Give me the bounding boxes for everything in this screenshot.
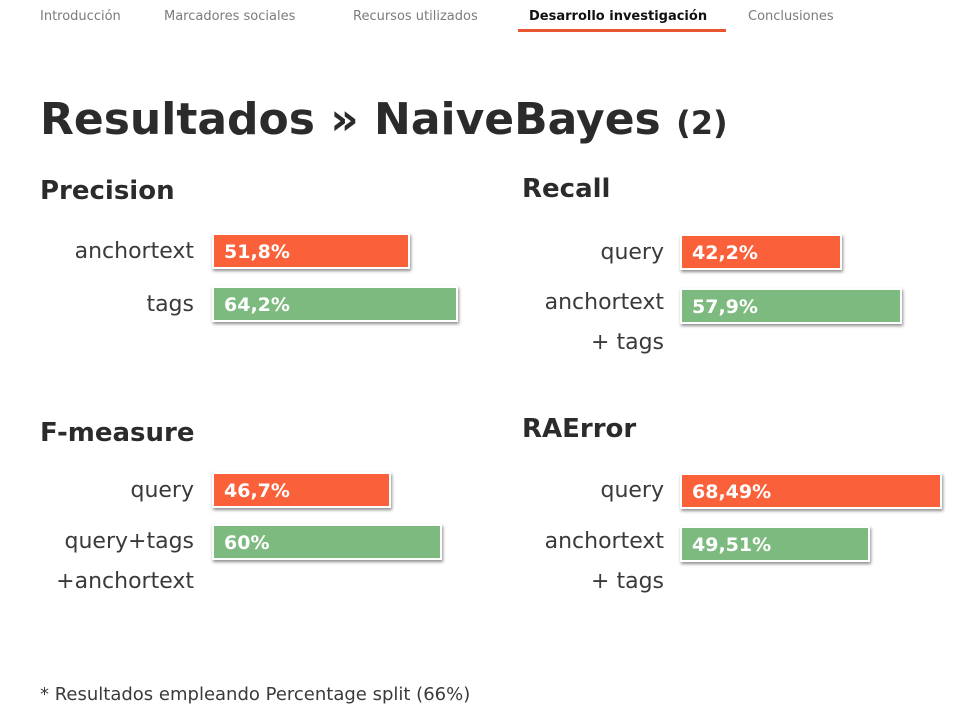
bar-value-label: 42,2% [692,242,758,264]
bar-raerror-anchortext-tags: 49,51% [680,526,870,562]
slide-title-suffix: (2) [676,104,728,142]
section-title-f-measure: F-measure [40,418,195,448]
nav-item-recursos-utilizados[interactable]: Recursos utilizados [353,9,478,24]
row-label: query [600,478,664,503]
bar-recall-anchortext-tags: 57,9% [680,288,902,324]
bar-precision-tags: 64,2% [212,286,458,322]
nav-item-introduccion[interactable]: Introducción [40,9,121,24]
bar-value-label: 68,49% [692,481,772,503]
bar-value-label: 46,7% [224,480,290,502]
row-label: anchortext + tags [544,529,664,594]
slide-title-text: Resultados » NaiveBayes [40,94,661,145]
row-label: query [600,240,664,265]
row-label: anchortext + tags [544,290,664,355]
nav-item-desarrollo-investigacion[interactable]: Desarrollo investigación [529,9,708,24]
nav-item-marcadores-sociales[interactable]: Marcadores sociales [164,9,296,24]
row-label: anchortext [74,239,194,264]
top-navigation: Introducción Marcadores sociales Recurso… [0,0,960,34]
row-label: tags [146,292,194,317]
bar-precision-anchortext: 51,8% [212,233,410,269]
bar-value-label: 49,51% [692,534,772,556]
bar-value-label: 57,9% [692,296,758,318]
bar-value-label: 64,2% [224,294,290,316]
slide-title: Resultados » NaiveBayes (2) [40,94,728,145]
footnote: * Resultados empleando Percentage split … [40,684,471,705]
bar-raerror-query: 68,49% [680,473,942,509]
section-title-recall: Recall [522,174,611,204]
nav-item-conclusiones[interactable]: Conclusiones [748,9,834,24]
section-title-raerror: RAError [522,414,637,444]
bar-value-label: 60% [224,532,270,554]
bar-value-label: 51,8% [224,241,290,263]
active-tab-indicator [518,29,726,32]
section-title-precision: Precision [40,176,175,206]
row-label: query+tags +anchortext [56,529,194,594]
bar-recall-query: 42,2% [680,234,842,270]
row-label: query [130,478,194,503]
bar-f-measure-query-tags-anchortext: 60% [212,524,442,560]
bar-f-measure-query: 46,7% [212,472,391,508]
